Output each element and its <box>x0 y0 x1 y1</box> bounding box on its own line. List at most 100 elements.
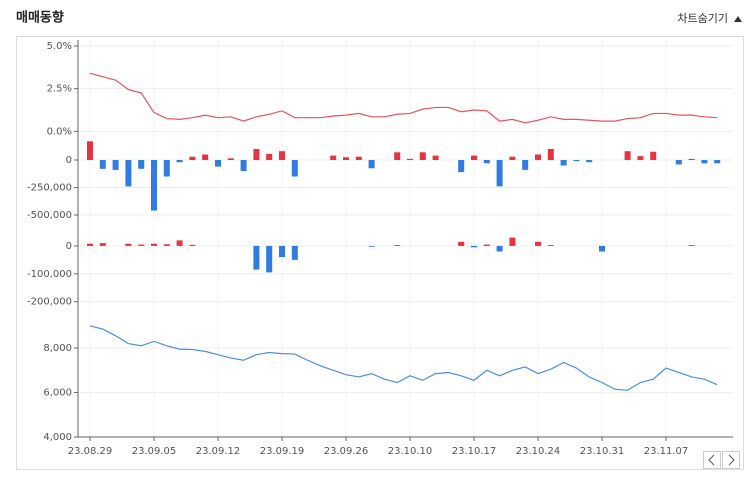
y-tick-label: -200,000 <box>27 297 72 308</box>
bar <box>189 244 196 246</box>
bar <box>419 152 426 160</box>
bar <box>253 149 260 160</box>
bar <box>458 241 465 246</box>
bar <box>599 245 605 252</box>
bar <box>675 160 682 165</box>
bar <box>394 152 401 160</box>
bar <box>125 243 132 246</box>
widget-title: 매매동향 <box>16 10 64 26</box>
y-tick-label: -250,000 <box>27 183 72 194</box>
bar <box>496 160 503 187</box>
bar <box>176 160 183 163</box>
bar <box>688 158 695 160</box>
bar <box>279 245 285 258</box>
y-tick-label: 6,000 <box>43 388 72 399</box>
y-tick-label: 5.0% <box>47 41 72 52</box>
bar <box>112 160 119 170</box>
bar <box>394 245 401 246</box>
bar <box>407 158 413 160</box>
bar <box>151 160 157 211</box>
bar <box>714 160 721 164</box>
bar <box>624 151 631 160</box>
x-tick-label: 23.10.24 <box>516 446 561 457</box>
bar <box>266 245 273 273</box>
bar <box>547 149 554 160</box>
bar <box>432 155 439 160</box>
price-line <box>89 72 718 124</box>
chart-frame <box>16 36 744 470</box>
bar <box>99 243 106 246</box>
bar <box>535 241 541 246</box>
bar <box>343 157 349 160</box>
bar <box>522 160 529 170</box>
bar <box>87 243 93 246</box>
bar <box>483 244 490 246</box>
bar <box>701 160 708 164</box>
bar <box>496 245 503 252</box>
y-tick-label: 0 <box>66 155 72 166</box>
y-tick-label: -100,000 <box>27 269 72 280</box>
bar <box>509 156 516 160</box>
bar <box>189 156 196 160</box>
x-tick-label: 23.09.19 <box>260 446 305 457</box>
bar <box>573 160 580 162</box>
bar <box>535 154 541 160</box>
bar <box>458 160 465 173</box>
prev-button[interactable] <box>703 451 721 469</box>
bar <box>471 245 477 248</box>
x-tick-label: 23.10.10 <box>388 446 433 457</box>
bar <box>138 160 145 169</box>
bar <box>151 243 157 246</box>
bar <box>291 160 298 177</box>
bar <box>279 151 285 160</box>
bar <box>215 160 221 167</box>
next-button[interactable] <box>722 451 740 469</box>
hide-chart-toggle[interactable]: 차트숨기기 <box>677 12 728 25</box>
bar <box>483 160 490 164</box>
bar <box>509 237 516 246</box>
bar <box>368 160 375 169</box>
y-tick-label: 0 <box>66 241 72 252</box>
x-tick-label: 23.10.17 <box>452 446 497 457</box>
bar <box>240 160 247 171</box>
bar <box>227 158 234 160</box>
price-line <box>89 325 718 391</box>
bar <box>176 240 183 246</box>
bar <box>650 151 657 160</box>
bar <box>87 141 93 160</box>
bar <box>355 156 362 160</box>
x-tick-label: 23.11.07 <box>644 446 689 457</box>
bar <box>253 245 260 270</box>
bar <box>586 160 593 163</box>
x-tick-label: 23.10.31 <box>580 446 625 457</box>
bar <box>138 244 145 246</box>
bar <box>125 160 132 187</box>
bar <box>330 155 337 160</box>
bar <box>291 245 298 260</box>
bar <box>202 154 209 160</box>
bar <box>163 244 170 246</box>
bar <box>471 155 477 160</box>
prev-icon <box>708 454 715 466</box>
plot: 23.08.29 23.09.05 23.09.12 23.09.19 23.09.26… <box>27 40 733 457</box>
y-tick-label: -500,000 <box>27 210 72 221</box>
x-tick-label: 23.09.05 <box>132 446 177 457</box>
x-tick-label: 23.09.26 <box>324 446 369 457</box>
next-icon <box>728 454 735 466</box>
bar <box>99 160 106 169</box>
bar <box>368 245 375 247</box>
x-tick-label: 23.08.29 <box>68 446 113 457</box>
bar <box>637 156 644 160</box>
y-tick-label: 8,000 <box>43 343 72 354</box>
y-tick-label: 4,000 <box>43 432 72 443</box>
y-tick-label: 0.0% <box>47 126 72 137</box>
bar <box>547 245 554 246</box>
bar <box>560 160 567 166</box>
bar <box>163 160 170 177</box>
bar <box>266 153 273 160</box>
bar <box>688 245 695 246</box>
y-tick-label: 2.5% <box>47 84 72 95</box>
toggle-arrow[interactable] <box>734 16 742 22</box>
x-tick-label: 23.09.12 <box>196 446 241 457</box>
